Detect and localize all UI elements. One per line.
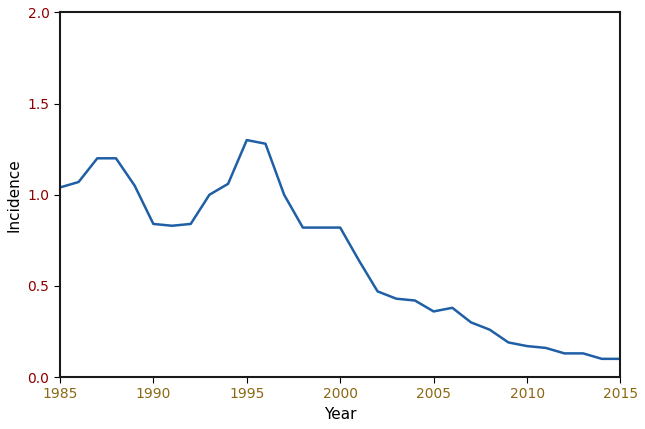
- Y-axis label: Incidence: Incidence: [7, 158, 22, 232]
- X-axis label: Year: Year: [324, 407, 357, 422]
